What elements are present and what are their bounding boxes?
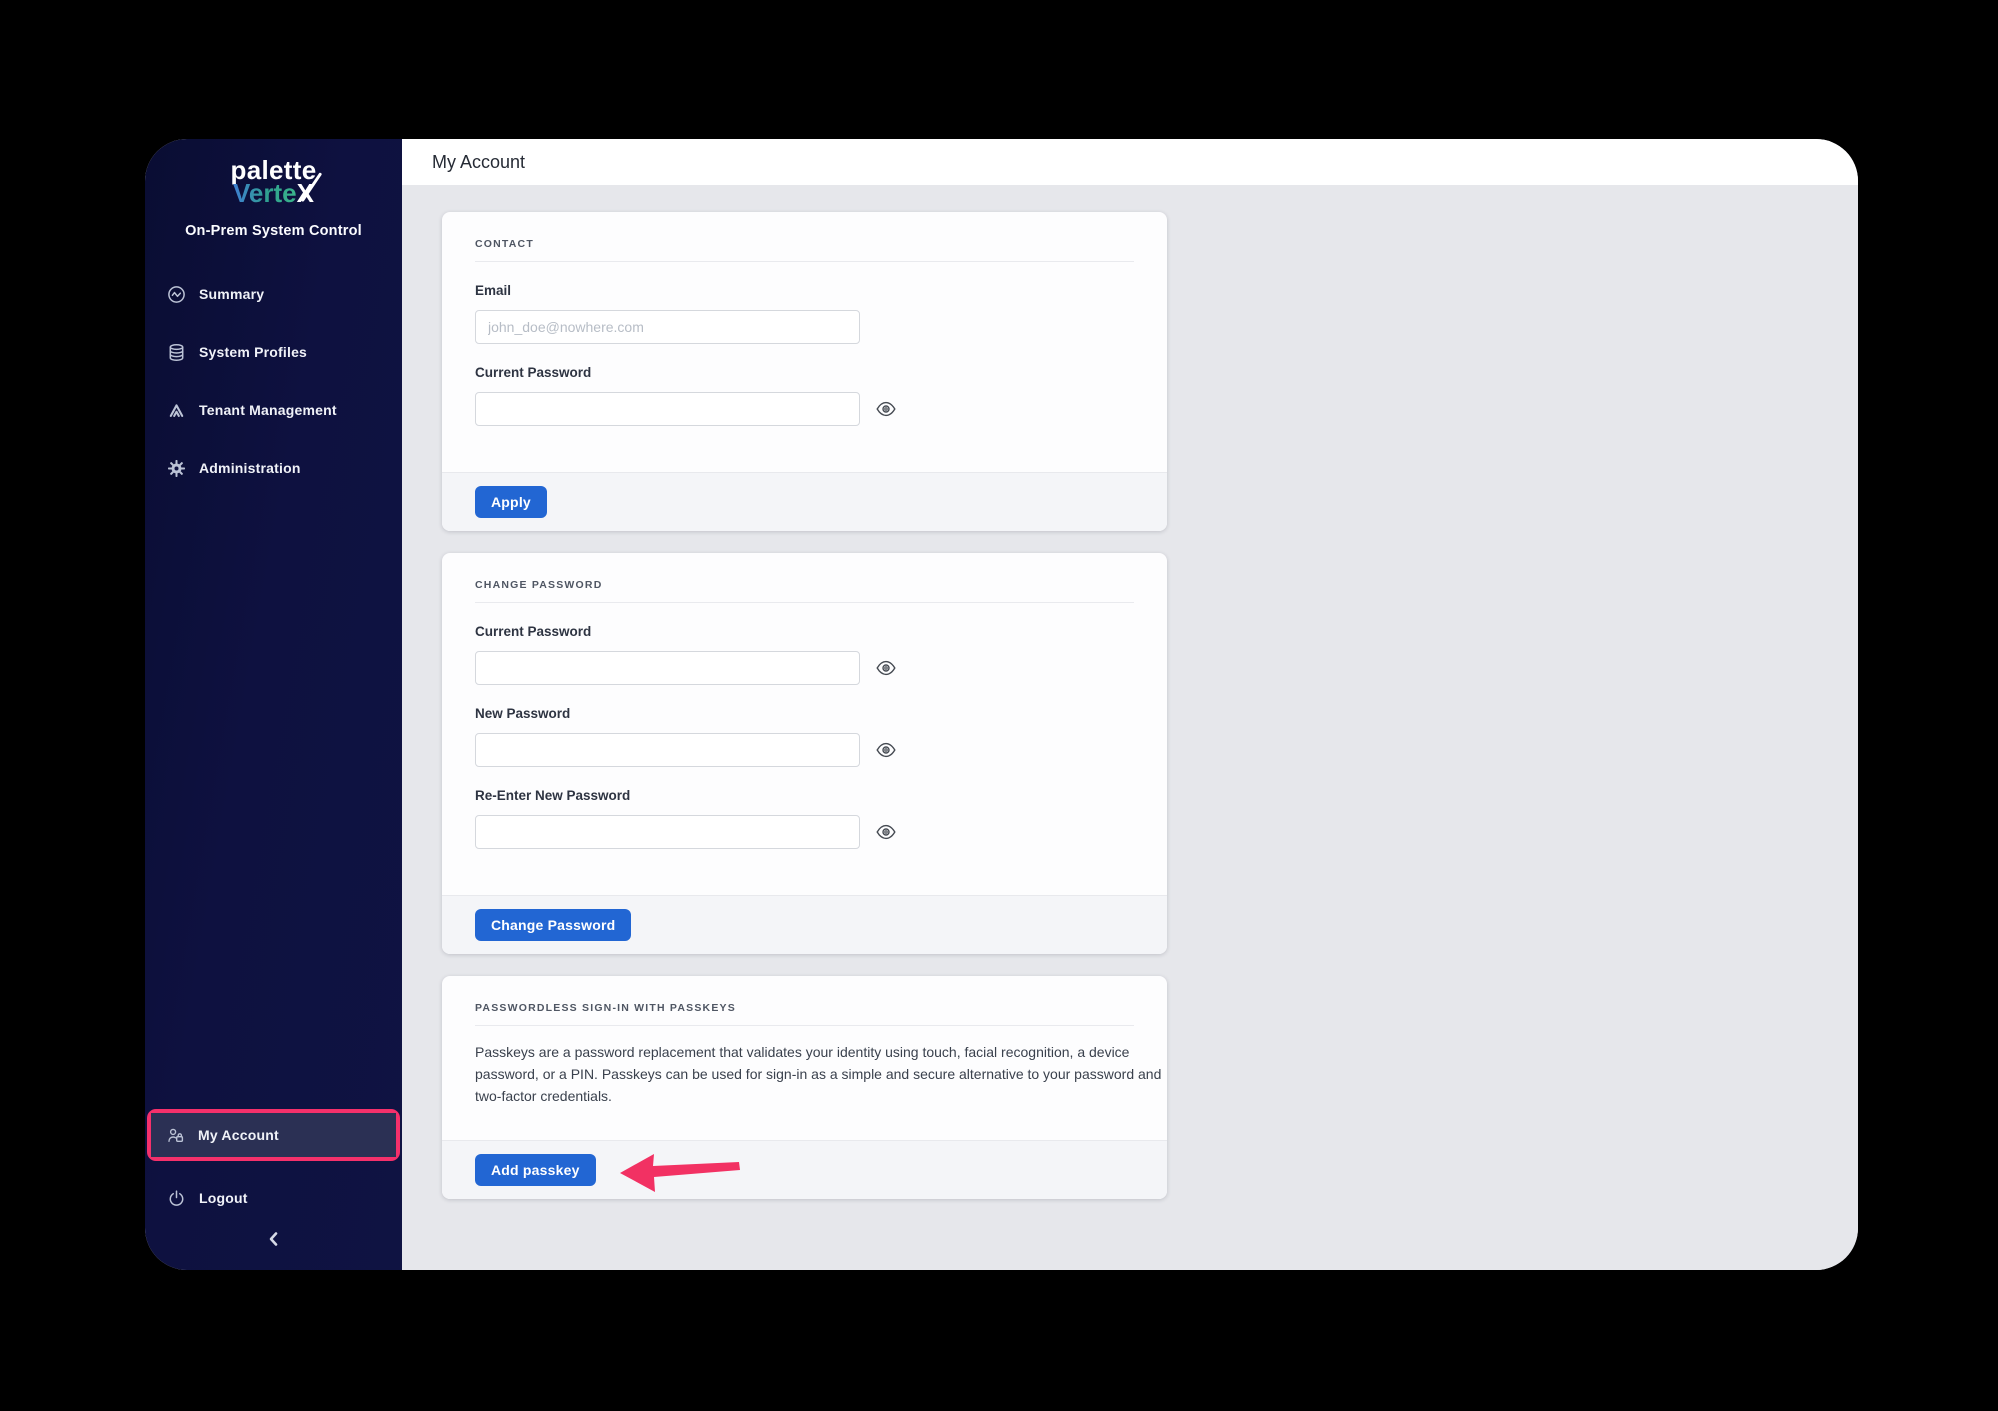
contact-current-password-field[interactable] xyxy=(475,392,860,426)
gear-icon xyxy=(168,459,185,477)
eye-icon xyxy=(876,660,896,676)
eye-icon xyxy=(876,401,896,417)
reenter-password-label: Re-Enter New Password xyxy=(475,788,631,803)
passkeys-card: PASSWORDLESS SIGN-IN WITH PASSKEYS Passk… xyxy=(442,976,1167,1199)
email-label: Email xyxy=(475,283,512,298)
sidebar-item-label: My Account xyxy=(198,1127,279,1143)
reenter-password-field[interactable] xyxy=(475,815,860,849)
divider xyxy=(475,261,1134,262)
sidebar-spacer xyxy=(145,497,402,1109)
brand-logo: palette VerteX xyxy=(145,157,402,206)
change-password-card: CHANGE PASSWORD Current Password xyxy=(442,553,1167,954)
sidebar-item-summary[interactable]: Summary xyxy=(145,265,402,323)
sidebar-collapse-button[interactable] xyxy=(145,1223,402,1270)
sidebar-item-label: Tenant Management xyxy=(199,402,337,418)
show-password-button[interactable] xyxy=(876,824,896,840)
sidebar-item-system-profiles[interactable]: System Profiles xyxy=(145,323,402,381)
sidebar-nav: Summary System Profiles xyxy=(145,265,402,497)
divider xyxy=(475,602,1134,603)
change-password-button[interactable]: Change Password xyxy=(475,909,632,941)
annotation-arrow-icon xyxy=(620,1153,740,1192)
change-password-section-label: CHANGE PASSWORD xyxy=(475,579,603,591)
tenant-peak-icon xyxy=(169,403,184,417)
sidebar-subtitle: On-Prem System Control xyxy=(185,223,362,239)
new-password-label: New Password xyxy=(475,706,571,721)
contact-section-label: CONTACT xyxy=(475,238,534,250)
page-header: My Account xyxy=(402,139,1858,185)
add-passkey-button[interactable]: Add passkey xyxy=(475,1153,596,1186)
activity-icon xyxy=(168,285,185,303)
user-lock-icon xyxy=(168,1128,184,1142)
sidebar-item-my-account[interactable]: My Account xyxy=(151,1113,396,1157)
apply-button[interactable]: Apply xyxy=(475,486,547,518)
email-field[interactable] xyxy=(475,310,860,344)
divider xyxy=(475,1025,1134,1026)
passkeys-section-label: PASSWORDLESS SIGN-IN WITH PASSKEYS xyxy=(475,1002,736,1014)
my-account-highlight-box: My Account xyxy=(147,1109,400,1161)
sidebar-item-label: Logout xyxy=(199,1190,248,1206)
eye-icon xyxy=(876,742,896,758)
new-password-field[interactable] xyxy=(475,733,860,767)
database-icon xyxy=(169,343,184,361)
show-password-button[interactable] xyxy=(876,742,896,758)
current-password-label: Current Password xyxy=(475,624,592,639)
app-window: palette VerteX On-Prem System Control Su… xyxy=(145,139,1858,1270)
sidebar-item-label: Summary xyxy=(199,286,265,302)
sidebar-item-label: Administration xyxy=(199,460,301,476)
current-password-field[interactable] xyxy=(475,651,860,685)
sidebar: palette VerteX On-Prem System Control Su… xyxy=(145,139,402,1270)
show-password-button[interactable] xyxy=(876,660,896,676)
eye-icon xyxy=(876,824,896,840)
contact-card: CONTACT Email Current Password xyxy=(442,212,1167,531)
sidebar-item-logout[interactable]: Logout xyxy=(145,1173,402,1223)
content-area: CONTACT Email Current Password xyxy=(402,185,1858,1270)
contact-current-password-label: Current Password xyxy=(475,365,592,380)
sidebar-item-label: System Profiles xyxy=(199,344,308,360)
passkeys-description: Passkeys are a password replacement that… xyxy=(475,1044,1162,1104)
sidebar-item-tenant-management[interactable]: Tenant Management xyxy=(145,381,402,439)
chevron-left-icon xyxy=(269,1232,278,1246)
power-icon xyxy=(169,1189,184,1206)
logo-vertex-text: VerteX xyxy=(233,178,314,208)
sidebar-item-administration[interactable]: Administration xyxy=(145,439,402,497)
main-area: My Account CONTACT Email Current Passwor… xyxy=(402,139,1858,1270)
page-title: My Account xyxy=(432,151,526,172)
show-password-button[interactable] xyxy=(876,401,896,417)
